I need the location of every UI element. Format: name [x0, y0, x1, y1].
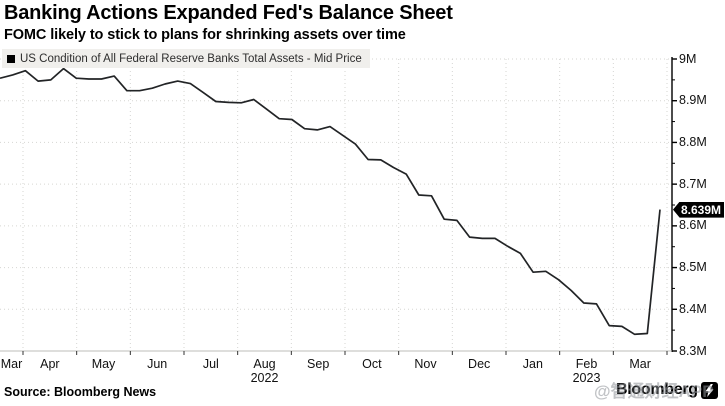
- x-axis-month-label: Nov: [414, 357, 437, 371]
- watermark-zhitong-caijing: @智通财经APP: [594, 382, 714, 401]
- x-axis-month-label: Apr: [40, 357, 60, 371]
- legend-series-swatch-icon: [7, 54, 15, 63]
- y-axis-label: 8.5M: [679, 260, 707, 275]
- x-axis-year-label: 2022: [250, 371, 279, 385]
- y-axis-label: 8.6M: [679, 218, 707, 233]
- x-axis-month-label: Dec: [468, 357, 491, 371]
- x-axis-month-label: Feb: [575, 357, 598, 371]
- series-line: [0, 67, 661, 336]
- legend-series-label: US Condition of All Federal Reserve Bank…: [20, 52, 362, 65]
- source-credit: Source: Bloomberg News: [4, 385, 157, 399]
- x-axis-month-label: Mar: [0, 357, 23, 371]
- bloomberg-logo-icon: [700, 381, 718, 399]
- x-axis-month-label: Jul: [202, 357, 219, 371]
- x-axis-month-label: Oct: [362, 357, 382, 371]
- y-axis-label: 9M: [679, 51, 697, 66]
- x-axis-month-label: Mar: [629, 357, 651, 371]
- bloomberg-branding: Bloomberg: [616, 381, 718, 399]
- x-axis-month-label: Jun: [147, 357, 168, 371]
- x-axis-month-label: Sep: [307, 357, 330, 371]
- page-title: Banking Actions Expanded Fed's Balance S…: [4, 2, 453, 24]
- page-subtitle: FOMC likely to stick to plans for shrink…: [4, 27, 406, 43]
- chart-legend: US Condition of All Federal Reserve Bank…: [2, 49, 370, 68]
- y-axis-label: 8.4M: [679, 301, 707, 316]
- y-axis-label: 8.8M: [679, 134, 707, 149]
- bloomberg-wordmark: Bloomberg: [616, 381, 698, 398]
- y-axis-label: 8.7M: [679, 176, 707, 191]
- x-axis-month-label: May: [91, 357, 116, 371]
- x-axis-month-label: Jan: [522, 357, 543, 371]
- x-axis-year-label: 2023: [572, 371, 601, 385]
- y-axis-label: 8.9M: [679, 93, 707, 108]
- y-axis-label: 8.3M: [679, 343, 707, 358]
- x-axis-month-label: Aug: [253, 357, 276, 371]
- last-price-badge: 8.639M: [673, 201, 725, 218]
